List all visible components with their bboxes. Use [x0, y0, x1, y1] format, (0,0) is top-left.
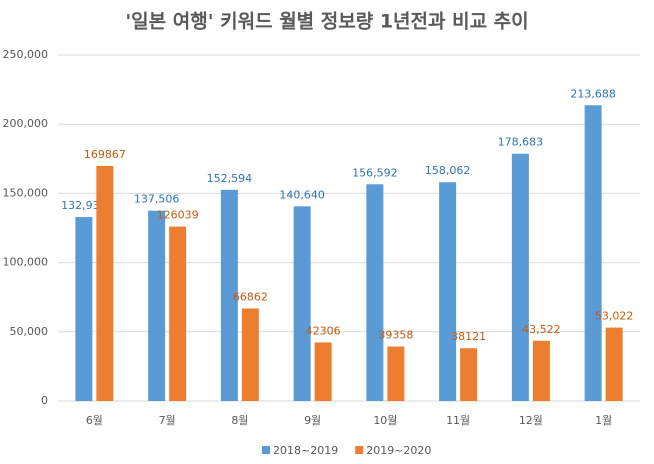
bar: [511, 153, 529, 401]
bar: [460, 348, 478, 401]
legend-label: 2018~2019: [273, 444, 338, 457]
x-tick-label: 8월: [231, 414, 248, 427]
bar: [584, 105, 602, 402]
bar: [75, 217, 93, 401]
value-label: 53,022: [595, 310, 634, 323]
value-label: 152,594: [207, 172, 253, 185]
y-tick-label: 200,000: [3, 117, 49, 130]
value-label: 132,934: [61, 199, 107, 212]
legend-swatch: [262, 446, 270, 454]
x-tick-label: 11월: [446, 414, 470, 427]
value-label: 213,688: [570, 87, 616, 100]
bar: [148, 210, 166, 401]
y-tick-label: 100,000: [3, 256, 49, 269]
x-tick-label: 12월: [519, 414, 543, 427]
y-tick-label: 0: [41, 394, 48, 407]
bar: [439, 182, 457, 401]
value-label: 66862: [233, 290, 268, 303]
bar: [220, 189, 238, 401]
value-label: 156,592: [352, 166, 398, 179]
bar: [241, 308, 259, 401]
bar: [387, 346, 405, 401]
value-label: 126039: [157, 209, 199, 222]
value-label: 169867: [84, 148, 126, 161]
bar: [169, 226, 187, 401]
value-label: 140,640: [279, 188, 325, 201]
x-tick-label: 6월: [86, 414, 103, 427]
bar: [96, 165, 114, 401]
bar: [532, 340, 550, 401]
chart-title: '일본 여행' 키워드 월별 정보량 1년전과 비교 추이: [125, 11, 528, 33]
value-label: 137,506: [134, 193, 180, 206]
y-tick-label: 150,000: [3, 186, 49, 199]
y-tick-label: 50,000: [10, 325, 49, 338]
value-label: 43,522: [522, 323, 561, 336]
bar: [605, 327, 623, 401]
bar: [293, 206, 311, 401]
value-label: 158,062: [425, 164, 471, 177]
x-tick-label: 1월: [595, 414, 612, 427]
bar: [314, 342, 332, 401]
x-tick-label: 10월: [373, 414, 397, 427]
x-tick-label: 9월: [304, 414, 321, 427]
value-label: 38121: [451, 330, 486, 343]
x-tick-label: 7월: [159, 414, 176, 427]
bar: [366, 184, 384, 401]
value-label: 42306: [306, 324, 341, 337]
legend-swatch: [355, 446, 364, 454]
value-label: 39358: [378, 329, 413, 342]
y-tick-label: 250,000: [3, 48, 49, 61]
value-label: 178,683: [498, 136, 544, 149]
legend-label: 2019~2020: [366, 444, 431, 457]
